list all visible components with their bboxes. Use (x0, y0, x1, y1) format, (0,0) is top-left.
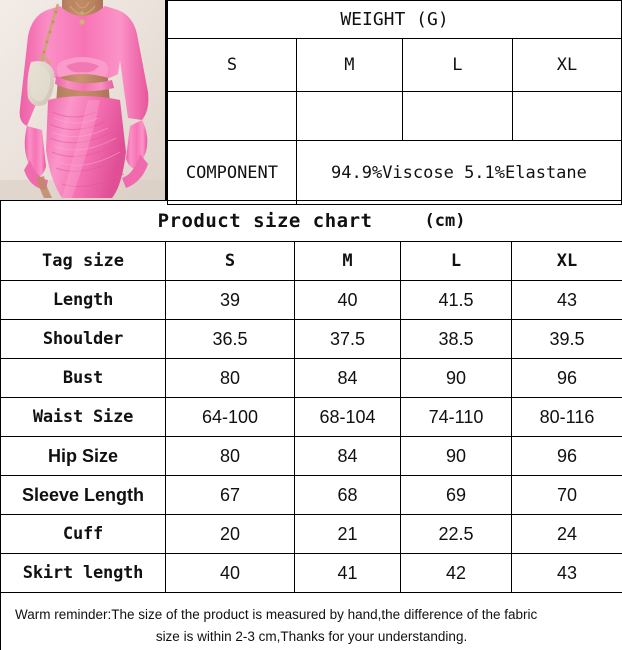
weight-value-m (295, 91, 403, 141)
row-cuff-s: 20 (165, 514, 295, 554)
row-length-m: 40 (294, 280, 401, 320)
size-chart-title-cell: Product size chart (cm) (0, 200, 622, 242)
row-cuff-l: 22.5 (400, 514, 512, 554)
row-waist-l: 74-110 (400, 397, 512, 437)
row-shoulder-xl: 39.5 (510, 319, 622, 359)
row-shoulder-l: 38.5 (400, 319, 512, 359)
table-row: Cuff 20 21 22.5 24 (0, 514, 622, 554)
footer-note-cell: Warm reminder:The size of the product is… (0, 592, 622, 650)
component-value: 94.9%Viscose 5.1%Elastane (295, 140, 622, 205)
row-label-shoulder: Shoulder (0, 319, 166, 359)
row-waist-xl: 80-116 (510, 397, 622, 437)
row-bust-s: 80 (165, 358, 295, 398)
row-shoulder-s: 36.5 (165, 319, 295, 359)
row-hip-xl: 96 (510, 436, 622, 476)
size-chart-section: Product size chart (cm) Tag size S M L X… (0, 200, 622, 650)
row-length-l: 41.5 (400, 280, 512, 320)
footer-note-row: Warm reminder:The size of the product is… (0, 592, 622, 650)
footer-note-line-1: Warm reminder:The size of the product is… (15, 606, 538, 622)
row-cuff-xl: 24 (510, 514, 622, 554)
row-label-cuff: Cuff (0, 514, 166, 554)
component-label: COMPONENT (167, 140, 297, 205)
row-sleeve-xl: 70 (510, 475, 622, 515)
weight-value-s (167, 91, 297, 141)
header-size-s: S (165, 241, 295, 281)
size-chart-title: Product size chart (157, 210, 373, 232)
row-bust-xl: 96 (510, 358, 622, 398)
table-row: Length 39 40 41.5 43 (0, 280, 622, 320)
row-length-s: 39 (165, 280, 295, 320)
weight-value-xl (512, 91, 622, 141)
row-sleeve-l: 69 (400, 475, 512, 515)
row-bust-m: 84 (294, 358, 401, 398)
table-row: Hip Size 80 84 90 96 (0, 436, 622, 476)
weight-value-l (401, 91, 514, 141)
row-skirt-s: 40 (165, 553, 295, 593)
size-chart-unit: (cm) (424, 211, 466, 231)
row-hip-m: 84 (294, 436, 401, 476)
row-skirt-l: 42 (400, 553, 512, 593)
row-sleeve-m: 68 (294, 475, 401, 515)
table-row: Shoulder 36.5 37.5 38.5 39.5 (0, 319, 622, 359)
row-cuff-m: 21 (294, 514, 401, 554)
table-row: Sleeve Length 67 68 69 70 (0, 475, 622, 515)
table-row: Skirt length 40 41 42 43 (0, 553, 622, 593)
weight-size-xl: XL (512, 38, 622, 92)
header-size-xl: XL (510, 241, 622, 281)
weight-title: WEIGHT (G) (167, 0, 622, 39)
component-row: COMPONENT 94.9%Viscose 5.1%Elastane (167, 140, 622, 205)
row-shoulder-m: 37.5 (294, 319, 401, 359)
row-label-hip-size: Hip Size (0, 436, 166, 476)
footer-note-line-2: size is within 2-3 cm,Thanks for your un… (155, 629, 468, 644)
product-photo (0, 0, 165, 200)
row-label-sleeve-length: Sleeve Length (0, 475, 166, 515)
weight-table: WEIGHT (G) S M L XL CO (167, 0, 622, 205)
size-chart-title-row: Product size chart (cm) (0, 200, 622, 242)
row-sleeve-s: 67 (165, 475, 295, 515)
row-hip-l: 90 (400, 436, 512, 476)
row-label-skirt-length: Skirt length (0, 553, 166, 593)
row-length-xl: 43 (510, 280, 622, 320)
row-skirt-xl: 43 (510, 553, 622, 593)
weight-values-row (167, 91, 622, 141)
weight-size-s: S (167, 38, 297, 92)
weight-size-l: L (401, 38, 514, 92)
weight-title-row: WEIGHT (G) (167, 0, 622, 39)
row-label-waist-size: Waist Size (0, 397, 166, 437)
product-photo-illustration (0, 0, 165, 200)
row-label-bust: Bust (0, 358, 166, 398)
header-size-m: M (294, 241, 401, 281)
row-label-length: Length (0, 280, 166, 320)
row-waist-s: 64-100 (165, 397, 295, 437)
weight-size-m: M (295, 38, 403, 92)
size-chart-table: Product size chart (cm) Tag size S M L X… (0, 200, 622, 650)
size-chart-header-row: Tag size S M L XL (0, 241, 622, 281)
row-bust-l: 90 (400, 358, 512, 398)
table-row: Waist Size 64-100 68-104 74-110 80-116 (0, 397, 622, 437)
row-waist-m: 68-104 (294, 397, 401, 437)
row-hip-s: 80 (165, 436, 295, 476)
row-skirt-m: 41 (294, 553, 401, 593)
weight-size-header-row: S M L XL (167, 38, 622, 92)
top-section: WEIGHT (G) S M L XL CO (0, 0, 622, 205)
header-size-l: L (400, 241, 512, 281)
tag-size-label: Tag size (0, 241, 166, 281)
weight-table-wrapper: WEIGHT (G) S M L XL CO (165, 0, 622, 205)
table-row: Bust 80 84 90 96 (0, 358, 622, 398)
